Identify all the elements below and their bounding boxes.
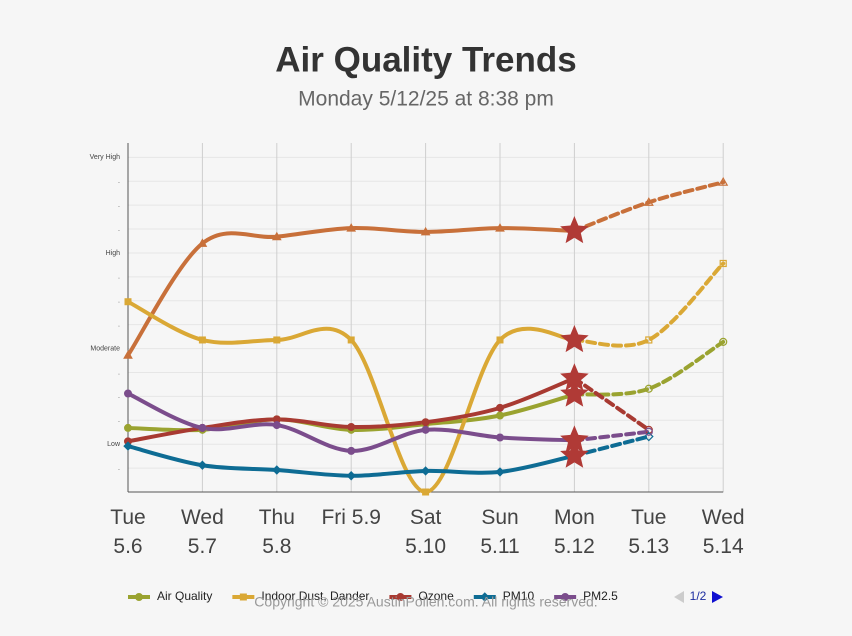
x-tick-label: Tue 5.13 xyxy=(628,506,669,558)
x-tick-label: Tue 5.6 xyxy=(110,506,145,558)
x-tick-label: Mon 5.12 xyxy=(554,506,595,558)
current-star xyxy=(560,440,589,468)
legend-label: Indoor Dust, Dander xyxy=(261,589,369,603)
current-star xyxy=(560,324,589,353)
page-indicator: 1/2 xyxy=(690,589,707,603)
legend: Air Quality Indoor Dust, Dander Ozone PM10 P… xyxy=(128,589,618,603)
marker xyxy=(495,467,505,477)
current-star xyxy=(560,215,589,244)
marker xyxy=(422,488,430,496)
marker xyxy=(346,471,356,481)
x-tick-label: Fri 5.9 xyxy=(321,506,381,529)
marker xyxy=(645,336,653,344)
legend-label: PM2.5 xyxy=(583,589,618,603)
marker xyxy=(124,423,132,432)
marker xyxy=(271,231,282,241)
marker xyxy=(421,425,430,434)
y-tick-label: . xyxy=(118,298,120,305)
y-tick-label: Moderate xyxy=(90,345,120,352)
x-tick-label: Sat 5.10 xyxy=(405,506,446,558)
chart-subtitle: Monday 5/12/25 at 8:38 pm xyxy=(298,88,554,111)
legend-label: PM10 xyxy=(503,589,535,603)
marker xyxy=(239,593,247,601)
y-tick-label: Very High xyxy=(90,154,120,161)
y-tick-label: . xyxy=(118,465,120,472)
chart-title: Air Quality Trends xyxy=(275,40,576,79)
marker xyxy=(123,441,133,451)
marker xyxy=(420,226,431,236)
marker xyxy=(347,336,355,344)
grid xyxy=(127,143,724,493)
marker xyxy=(198,423,207,432)
marker xyxy=(198,336,206,344)
marker xyxy=(644,427,653,436)
marker xyxy=(347,446,356,455)
marker xyxy=(495,223,505,232)
marker xyxy=(273,336,281,344)
marker xyxy=(643,431,654,442)
next-page[interactable] xyxy=(712,591,723,603)
marker xyxy=(421,418,430,427)
legend-label: Ozone xyxy=(418,589,454,603)
y-tick-label: . xyxy=(118,393,120,400)
forecast-line xyxy=(572,339,726,397)
marker xyxy=(272,421,281,430)
y-tick-label: Low xyxy=(107,441,121,448)
marker xyxy=(346,223,357,232)
marker xyxy=(135,593,143,601)
x-tick-label: Wed 5.7 xyxy=(181,506,224,558)
marker xyxy=(496,411,504,420)
y-tick-label: . xyxy=(118,202,120,209)
marker xyxy=(718,176,729,186)
current-star xyxy=(560,379,589,407)
axis-labels: . Low... Moderate... High... Very High Tue 5.6… xyxy=(90,154,745,557)
marker xyxy=(197,460,208,470)
x-tick-label: Thu 5.8 xyxy=(259,506,295,558)
marker xyxy=(719,337,728,346)
marker xyxy=(643,197,654,206)
x-tick-label: Wed 5.14 xyxy=(702,506,745,558)
marker xyxy=(561,593,570,601)
y-tick-label: . xyxy=(118,274,120,281)
marker xyxy=(396,593,405,601)
x-tick-label: Sun 5.11 xyxy=(480,506,519,558)
marker xyxy=(123,350,133,359)
y-tick-label: . xyxy=(118,417,120,424)
marker xyxy=(420,466,431,476)
current-star xyxy=(560,425,589,453)
marker xyxy=(124,389,132,398)
marker xyxy=(496,403,504,412)
y-tick-label: . xyxy=(118,322,120,329)
y-tick-label: High xyxy=(106,250,121,257)
forecast-line xyxy=(572,261,726,348)
marker xyxy=(496,433,504,442)
marker xyxy=(347,422,356,431)
legend-label: Air Quality xyxy=(157,589,212,603)
marker xyxy=(496,336,504,344)
markers xyxy=(123,176,729,496)
forecast-line xyxy=(572,180,726,233)
y-tick-label: . xyxy=(118,178,120,185)
marker xyxy=(272,465,282,475)
footer: Copyright © 2025 AustinPollen.com. All r… xyxy=(254,594,597,610)
y-tick-label: . xyxy=(118,369,120,376)
forecast-line xyxy=(572,376,651,432)
prev-page[interactable] xyxy=(674,591,684,603)
marker xyxy=(197,238,208,247)
marker xyxy=(644,384,653,393)
marker xyxy=(480,592,490,602)
current-star xyxy=(560,363,589,391)
y-tick-label: . xyxy=(118,226,120,233)
marker xyxy=(719,259,727,268)
marker xyxy=(124,298,132,306)
